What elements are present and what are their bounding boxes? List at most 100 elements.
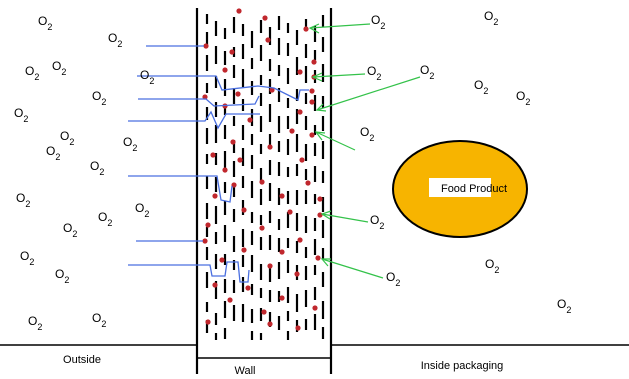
oxygen-dot [231,182,237,188]
food-label-background [429,178,491,197]
oxygen-label: O2 [55,267,69,285]
oxygen-label: O2 [360,125,374,143]
oxygen-label: O2 [63,221,77,239]
oxygen-dot [259,179,265,185]
arrow [320,258,384,279]
oxygen-label: O2 [16,191,30,209]
oxygen-dot [205,222,211,228]
oxygen-label: O2 [20,249,34,267]
diffusion-path [128,175,233,203]
oxygen-label: O2 [92,311,106,329]
oxygen-label: O2 [52,59,66,77]
diffusion-path [128,261,250,283]
oxygen-dot [267,263,273,269]
food-product-label: Food Product [441,183,507,195]
oxygen-dot [212,193,218,199]
wall-dashes [205,14,325,340]
oxygen-dot [202,238,208,244]
oxygen-dot [203,43,209,49]
oxygen-dot [269,87,275,93]
diffusion-path [128,110,260,130]
oxygen-dot [303,26,309,32]
oxygen-dot [236,8,242,14]
oxygen-dot [309,99,315,105]
oxygen-label: O2 [386,270,400,288]
oxygen-dot [317,196,323,202]
oxygen-dot [247,117,253,123]
oxygen-label: O2 [371,13,385,31]
oxygen-dot [309,132,315,138]
oxygen-dot [299,157,305,163]
oxygen-dot [297,69,303,75]
oxygen-dot [315,255,321,261]
wall-label: Wall [235,365,256,374]
oxygen-dot [267,321,273,327]
oxygen-dot [235,91,241,97]
oxygen-dot [265,37,271,43]
diffusion-paths [128,45,309,283]
oxygen-label: O2 [25,64,39,82]
oxygen-dot [212,282,218,288]
oxygen-label: O2 [420,63,434,81]
oxygen-dot [237,157,243,163]
oxygen-dot [311,59,317,65]
oxygen-label: O2 [92,89,106,107]
oxygen-dot [279,295,285,301]
oxygen-label: O2 [516,89,530,107]
outside-label: Outside [63,354,101,366]
diffusion-path [137,75,309,101]
oxygen-dot [261,309,267,315]
oxygen-dot [229,49,235,55]
oxygen-label: O2 [557,297,571,315]
oxygen-dot [287,209,293,215]
oxygen-dot [241,247,247,253]
oxygen-label: O2 [46,144,60,162]
oxygen-dot [241,207,247,213]
oxygen-label: O2 [108,31,122,49]
oxygen-label: O2 [123,135,137,153]
oxygen-label: O2 [14,106,28,124]
oxygen-label: O2 [474,78,488,96]
oxygen-dot [309,88,315,94]
oxygen-dot [295,325,301,331]
arrow [311,72,366,82]
oxygen-dot [262,15,268,21]
arrow [315,76,421,112]
oxygen-dot [222,167,228,173]
oxygen-dot [289,128,295,134]
oxygen-dot [267,144,273,150]
oxygen-dot [297,109,303,115]
arrow [320,210,369,223]
oxygen-dot [259,225,265,231]
oxygen-dot [227,297,233,303]
oxygen-label: O2 [98,210,112,228]
oxygen-label: O2 [140,68,154,86]
oxygen-dot [305,180,311,186]
arrows [308,23,421,279]
oxygen-dot [297,237,303,243]
oxygen-label: O2 [28,314,42,332]
oxygen-label: O2 [90,159,104,177]
diffusion-path [138,95,260,107]
oxygen-dot [230,139,236,145]
oxygen-dots [202,8,323,331]
oxygen-label: O2 [370,213,384,231]
oxygen-label: O2 [367,64,381,82]
oxygen-dot [219,257,225,263]
oxygen-dot [245,285,251,291]
oxygen-dot [279,249,285,255]
oxygen-label: O2 [38,14,52,32]
oxygen-label: O2 [485,257,499,275]
oxygen-label: O2 [60,129,74,147]
oxygen-label: O2 [135,201,149,219]
oxygen-dot [210,152,216,158]
oxygen-dot [205,319,211,325]
oxygen-dot [202,94,208,100]
oxygen-dot [294,271,300,277]
oxygen-dot [279,193,285,199]
oxygen-dot [312,305,318,311]
oxygen-label: O2 [484,9,498,27]
oxygen-dot [222,67,228,73]
